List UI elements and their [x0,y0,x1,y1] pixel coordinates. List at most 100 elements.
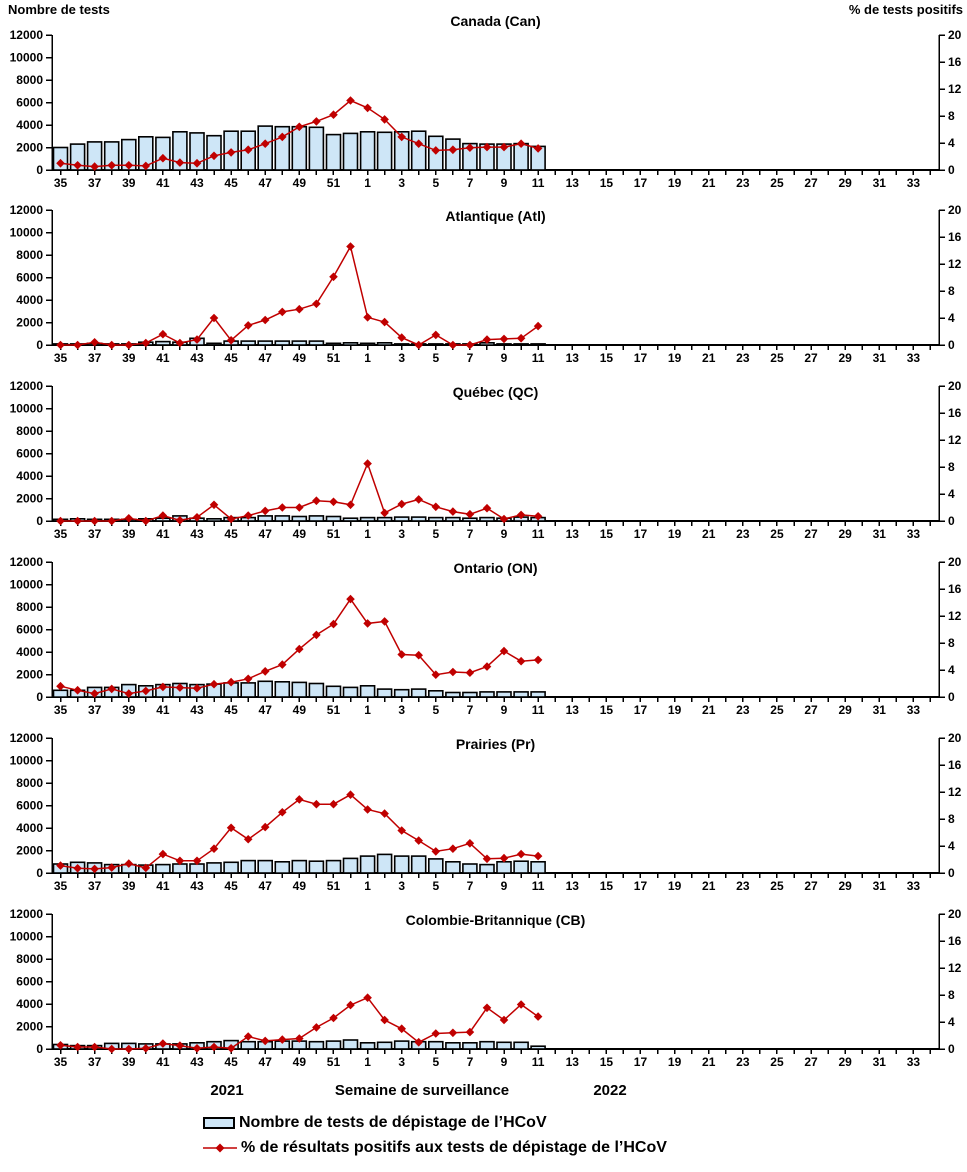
diamond-marker-icon [414,340,423,350]
week-tick-label: 23 [736,703,750,717]
diamond-marker-icon [175,158,185,167]
test-count-bar [342,686,359,698]
test-count-bar [410,130,427,171]
y-axis-right: 0 4 8 12 16 20 [938,28,962,177]
y-right-tick-label: 8 [948,636,955,650]
week-tick-label: 23 [736,527,750,541]
week-tick-label: 5 [432,703,439,717]
test-count-bar [427,858,444,874]
right-axis-header: % de tests positifs [849,2,963,17]
y-right-tick-label: 4 [948,136,955,150]
diamond-marker-icon [226,1044,236,1053]
test-count-bar [103,141,120,171]
test-count-bar [462,863,478,874]
diamond-marker-icon [141,863,151,873]
week-tick-label: 25 [770,703,784,717]
legend-item-percent: % de résultats positifs aux tests de dép… [203,1139,667,1157]
diamond-marker-icon [312,1023,321,1032]
diamond-marker-icon [260,822,270,832]
y-left-tick-label: 12000 [10,28,44,42]
x-axis: 35 37 39 41 43 45 47 49 51 1 3 5 7 9 11 13 15 17 19 21 23 25 2… [52,344,939,365]
test-count-bar [496,1041,512,1050]
positivity-line-series [56,96,543,171]
diamond-marker-icon [141,338,151,348]
week-tick-label: 11 [532,1055,545,1069]
diamond-marker-icon [124,689,134,698]
y-axis-right: 0 4 8 12 16 20 [938,907,962,1056]
week-tick-label: 49 [293,879,307,893]
legend-label-tests: Nombre de tests de dépistage de l’HCoV [239,1114,547,1131]
diamond-marker-icon [516,849,526,859]
diamond-marker-icon [431,1029,441,1038]
diamond-marker-icon [448,145,458,155]
diamond-marker-icon [243,835,253,844]
test-count-bar [359,131,376,171]
y-right-tick-label: 16 [948,230,962,244]
week-tick-label: 47 [259,879,273,893]
y-right-tick-label: 16 [948,758,962,772]
test-count-bar [359,1042,376,1050]
diamond-marker-icon [124,340,134,350]
week-tick-label: 13 [566,879,580,893]
test-count-bar [393,516,410,522]
test-count-bar [240,859,256,874]
diamond-marker-icon [499,646,509,656]
week-tick-label: 11 [532,527,545,541]
diamond-marker-icon [533,851,543,861]
y-left-tick-label: 2000 [16,668,43,682]
diamond-marker-icon [363,313,372,322]
test-count-bar [291,859,308,874]
diamond-marker-icon [329,110,338,119]
y-left-tick-label: 0 [36,866,43,880]
week-tick-label: 31 [873,176,887,190]
diamond-marker-icon [124,1044,134,1054]
week-tick-label: 21 [702,527,716,541]
y-left-tick-label: 8000 [16,600,43,614]
test-count-bar [308,682,325,698]
test-count-bar [496,691,512,698]
test-count-bar [496,343,512,346]
test-count-bar [257,859,274,874]
y-left-tick-label: 2000 [16,492,43,506]
diamond-marker-icon [516,510,526,520]
week-tick-label: 39 [122,351,136,365]
y-left-tick-label: 4000 [16,997,43,1011]
y-right-tick-label: 20 [948,555,962,569]
week-tick-label: 9 [501,879,508,893]
diamond-marker-icon [312,117,321,126]
week-tick-label: 29 [839,703,853,717]
week-tick-label: 41 [156,879,170,893]
diamond-marker-icon [107,340,116,350]
y-left-tick-label: 4000 [16,645,43,659]
y-axis-left: 0 2000 4000 6000 8000 10000 12000 [10,555,53,704]
test-count-bar [410,516,427,522]
test-count-bar [376,516,393,522]
diamond-marker-icon [312,630,321,640]
week-tick-label: 31 [873,527,887,541]
diamond-marker-icon [312,299,321,309]
diamond-marker-icon [107,684,116,694]
week-tick-label: 27 [804,1055,818,1069]
week-tick-label: 11 [532,879,545,893]
week-tick-label: 11 [532,703,545,717]
test-count-bar [308,340,325,346]
week-tick-label: 21 [702,1055,716,1069]
diamond-marker-icon [346,242,355,251]
test-count-bar [274,861,291,874]
diamond-marker-icon [90,689,99,698]
test-count-bar [291,681,308,698]
y-right-tick-label: 12 [948,961,962,975]
test-count-bar [530,1045,546,1050]
diamond-marker-icon [73,864,82,873]
diamond-marker-icon [516,139,526,148]
diamond-marker-icon [141,516,151,526]
y-left-tick-label: 6000 [16,623,43,637]
week-tick-label: 45 [224,879,238,893]
test-count-bar [376,1041,393,1050]
week-tick-label: 31 [873,879,887,893]
diamond-marker-icon [482,142,492,152]
y-left-tick-label: 10000 [10,226,44,240]
test-count-bar [513,860,529,874]
week-tick-label: 5 [432,527,439,541]
week-tick-label: 25 [770,351,784,365]
